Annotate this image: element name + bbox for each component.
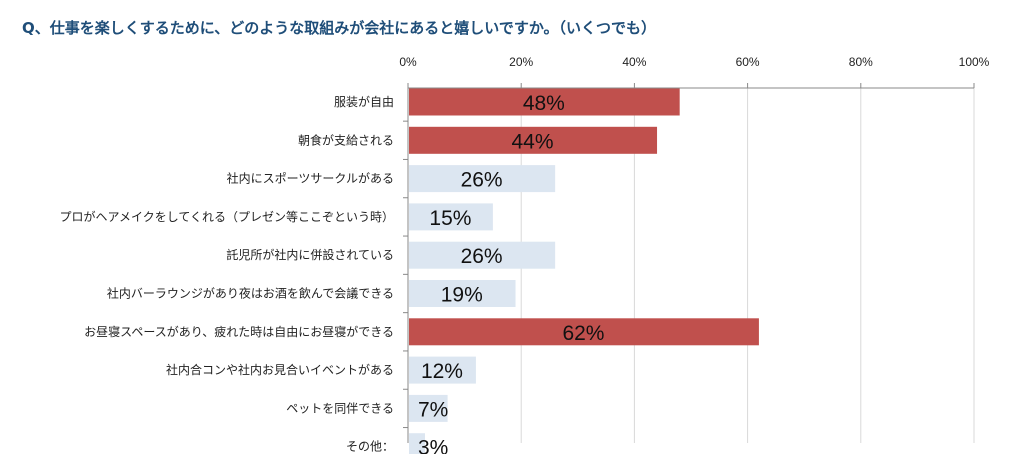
- x-tick-label: 20%: [509, 55, 533, 69]
- bar: [409, 88, 680, 116]
- chart-title: Q、仕事を楽しくするために、どのような取組みが会社にあると嬉しいですか。（いくつ…: [22, 19, 657, 37]
- bar: [409, 280, 516, 307]
- category-label: 社内バーラウンジがあり夜はお酒を飲んで会議できる: [107, 286, 394, 301]
- data-label: 26%: [461, 169, 503, 192]
- data-label: 62%: [562, 322, 604, 345]
- x-tick-label: 100%: [959, 55, 990, 69]
- bar: [409, 126, 658, 154]
- bar: [409, 165, 556, 193]
- x-tick-label: 40%: [622, 55, 646, 69]
- category-label: ペットを同伴できる: [286, 401, 394, 415]
- data-label: 3%: [418, 437, 448, 454]
- bar: [409, 203, 493, 231]
- category-label: プロがヘアメイクをしてくれる（プレゼン等ここぞという時）: [60, 209, 394, 224]
- bar: [409, 318, 759, 346]
- category-label: その他：: [346, 440, 394, 454]
- bar: [409, 394, 448, 422]
- x-tick-label: 60%: [736, 55, 760, 69]
- category-label: お昼寝スペースがあり、疲れた時は自由にお昼寝ができる: [84, 324, 394, 339]
- data-label: 26%: [461, 245, 503, 268]
- bar: [409, 433, 425, 454]
- category-label: 社内にスポーツサークルがある: [227, 171, 394, 186]
- bar: [409, 241, 556, 269]
- data-label: 19%: [441, 284, 483, 307]
- category-label: 社内合コンや社内お見合いイベントがある: [166, 362, 394, 377]
- data-label: 12%: [421, 360, 463, 383]
- x-tick-label: 80%: [849, 55, 873, 69]
- category-label: 託児所が社内に併設されている: [226, 247, 394, 262]
- data-label: 7%: [418, 398, 448, 421]
- bar: [409, 356, 476, 384]
- x-tick-label: 0%: [399, 55, 417, 69]
- category-label: 朝食が支給される: [298, 132, 394, 147]
- data-label: 44%: [512, 130, 554, 153]
- data-label: 15%: [429, 207, 471, 230]
- data-label: 48%: [523, 92, 565, 115]
- category-label: 服装が自由: [334, 94, 394, 109]
